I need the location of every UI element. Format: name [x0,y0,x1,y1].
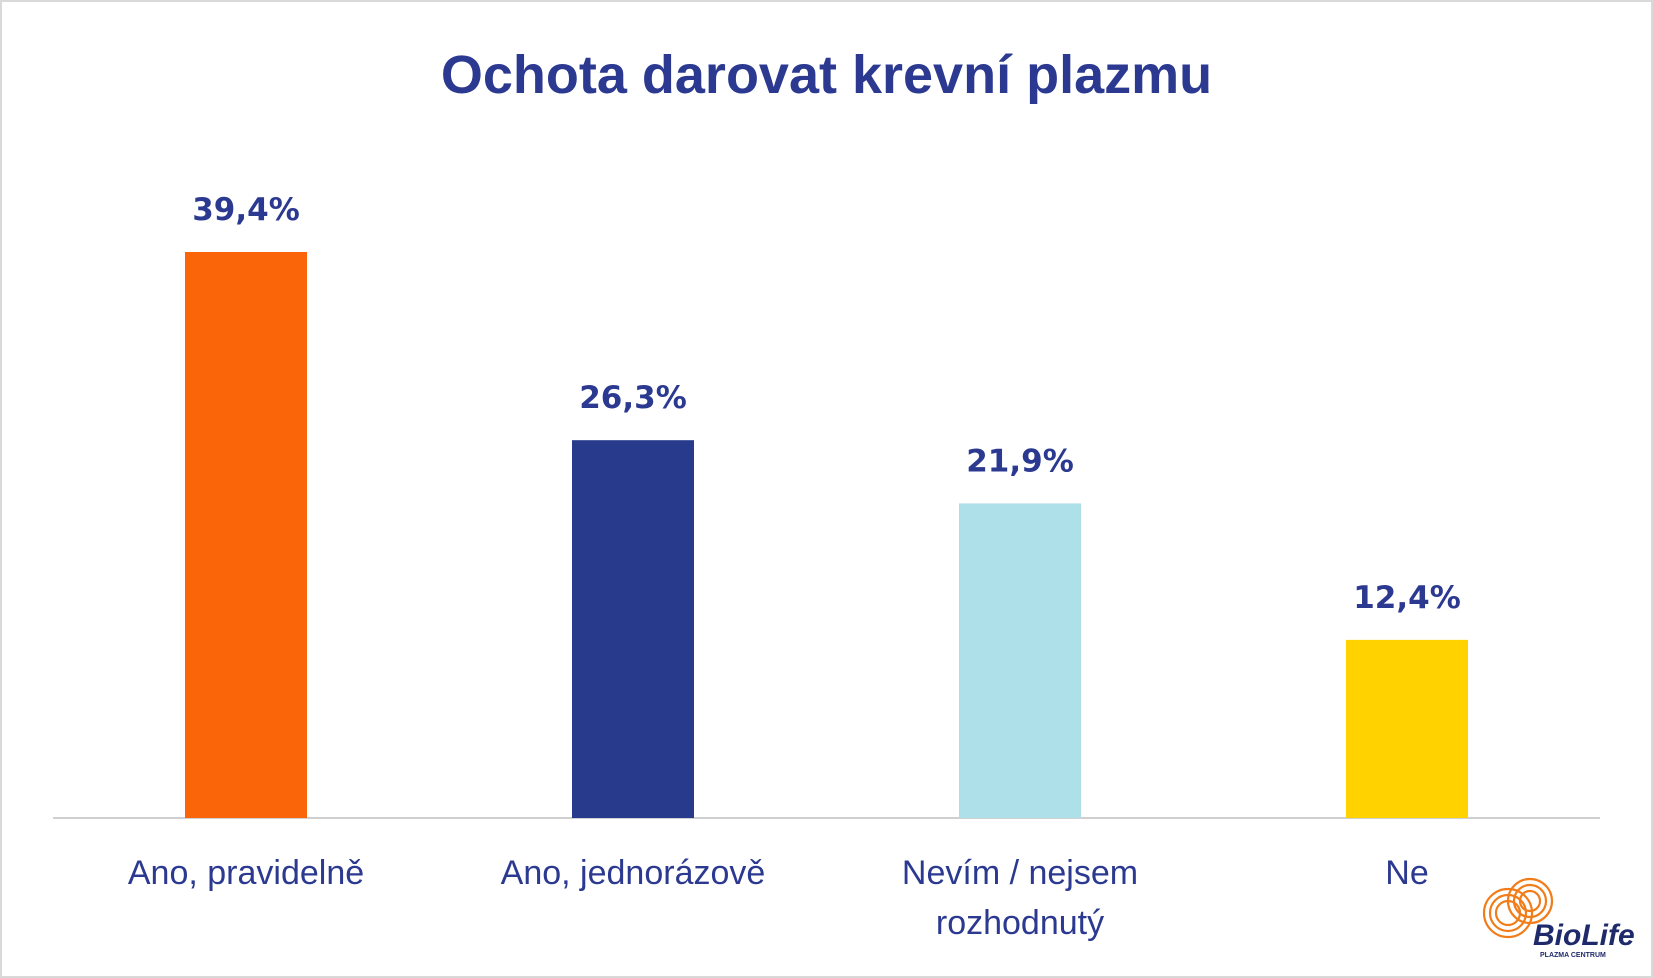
data-label: 26,3% [579,380,687,416]
category-label-line: Ano, jednorázově [500,854,766,892]
bar-2 [959,503,1081,818]
data-label: 39,4% [192,192,300,228]
category-label: Ne [1227,848,1587,898]
biolife-logo: BioLife PLAZMA CENTRUM [1480,875,1650,965]
bar-0 [185,252,307,818]
chart-title: Ochota darovat krevní plazmu [440,45,1213,105]
svg-text:BioLife: BioLife [1533,919,1635,952]
category-label: Ano, jednorázově [453,848,813,898]
category-label: Nevím / nejsem rozhodnutý [840,848,1200,948]
data-label: 12,4% [1353,580,1461,616]
biolife-rings-icon: BioLife PLAZMA CENTRUM [1482,877,1635,959]
data-label: 21,9% [966,443,1074,479]
category-label-line: Ano, pravidelně [127,854,365,892]
svg-text:PLAZMA CENTRUM: PLAZMA CENTRUM [1540,952,1606,959]
category-label: Ano, pravidelně [66,848,426,898]
bar-1 [572,440,694,818]
category-label-line: rozhodnutý [935,904,1105,942]
bar-3 [1346,639,1468,818]
category-label-line: Ne [1385,854,1429,892]
category-label-line: Nevím / nejsem [901,854,1139,892]
